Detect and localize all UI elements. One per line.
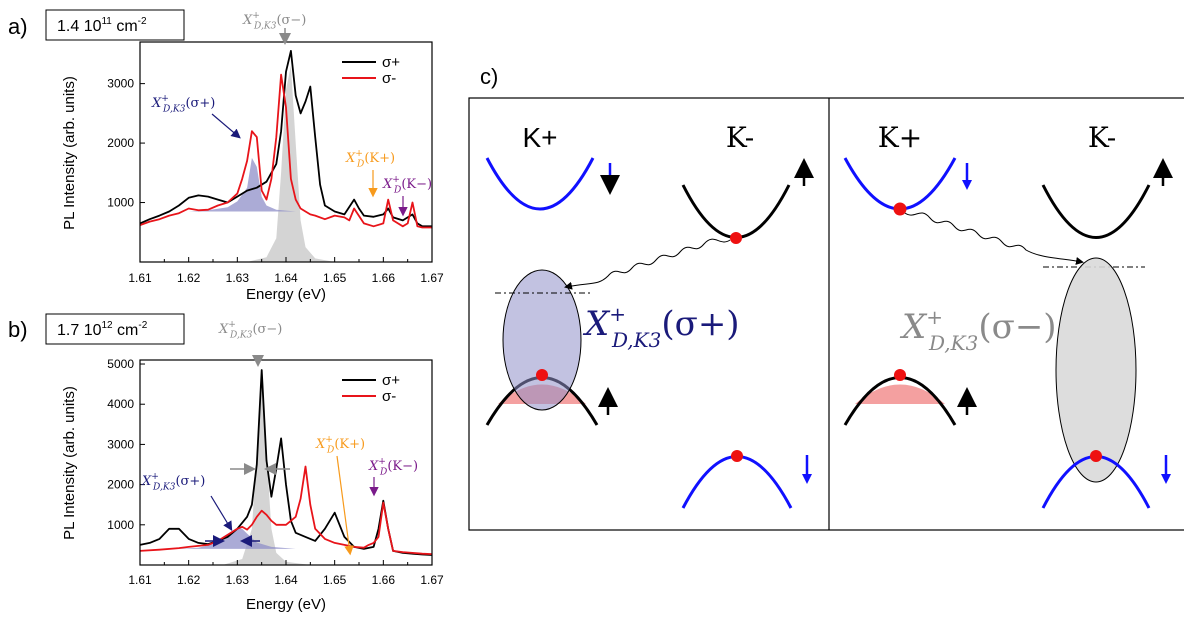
density-label-b: 1.7 1012 cm-2: [57, 320, 148, 339]
spin-down-arrowhead-2: [802, 474, 812, 484]
blue-peak-fill-1: [178, 527, 296, 549]
blue-peak-fill-0: [188, 157, 296, 212]
electron-dot-2: [536, 369, 548, 381]
density-label-a: 1.4 1011 cm-2: [57, 16, 147, 35]
y-tick-label: 4000: [107, 397, 134, 411]
gray-peak-fill-0: [247, 65, 335, 262]
panel-b: b) 1.7 1012 cm-2 1.61 1.62 1.63 1.64 1.65 1.6…: [8, 313, 444, 613]
valley-label-kplus-right: K+: [878, 121, 922, 154]
x-tick-label: 1.66: [372, 271, 396, 285]
x-tick-label: 1.64: [274, 573, 298, 587]
legend-label-1: σ-: [382, 388, 396, 405]
x-tick-label: 1.63: [226, 271, 250, 285]
y-tick-label: 3000: [107, 437, 134, 451]
density-box-b: [45, 313, 185, 345]
y-tick-label: 1000: [107, 196, 134, 210]
series-line-sigma-minus-1: [139, 465, 433, 555]
x-tick-label: 1.61: [128, 573, 152, 587]
x-tick-label: 1.62: [177, 271, 201, 285]
x-axis-label: Energy (eV): [246, 286, 326, 303]
x-tick-label: 1.61: [128, 271, 152, 285]
x-axis-label: Energy (eV): [246, 596, 326, 613]
electron-dot-5: [894, 369, 906, 381]
electron-dot-1: [730, 232, 742, 244]
legend-label-0: σ+: [382, 54, 400, 71]
series-line-sigma-minus-0: [139, 73, 432, 229]
conduction-band-kplus-right: [843, 157, 957, 211]
valence-band-kminus-left: [681, 455, 793, 509]
hole-fill-right: [855, 384, 945, 404]
trion-ellipse-right: [1055, 257, 1137, 483]
y-tick-label: 3000: [107, 77, 134, 91]
plot-area-b: 1.61 1.62 1.63 1.64 1.65 1.66 1.67 1000 2000 3000…: [61, 320, 444, 613]
arrow-left-b: [210, 495, 233, 532]
annotation-right2-a: X+ D(K−): [382, 175, 432, 195]
panel-b-label: b): [8, 317, 28, 342]
annotation-left-b: X+ D,K3(σ+): [141, 472, 205, 492]
panel-c-label: c): [480, 64, 498, 89]
phonon-wave-left: [564, 238, 731, 290]
y-axis-label: PL Intensity (arb. units): [61, 386, 78, 540]
x-tick-label: 1.67: [420, 573, 444, 587]
panel-a: a) 1.4 1011 cm-2 1.61 1.62 1.63 1.64 1.65 1.6…: [8, 9, 444, 303]
annotation-right1-a: X+ D(K+): [345, 149, 395, 169]
phonon-wave-right: [904, 212, 1084, 265]
spin-down-arrowhead-3: [962, 180, 972, 190]
valley-label-kminus-right: K-: [1088, 121, 1116, 154]
electron-dot-4: [893, 202, 907, 216]
panel-a-label: a): [8, 14, 28, 39]
trion-ellipse-left: [502, 269, 582, 411]
electron-dot-3: [731, 450, 743, 462]
annotation-left-a: X+ D,K3(σ+): [151, 94, 215, 114]
annotation-top-b: X+ D,K3(σ−): [218, 320, 282, 340]
y-tick-label: 5000: [107, 357, 134, 371]
trion-label-left: X+ D,K3(σ+): [582, 302, 740, 352]
x-tick-label: 1.65: [323, 271, 347, 285]
legend-label-1: σ-: [382, 70, 396, 87]
density-box-a: [45, 9, 185, 41]
electron-dot-6: [1090, 450, 1102, 462]
trion-label-right: X+ D,K3(σ−): [899, 305, 1057, 355]
x-tick-label: 1.66: [372, 573, 396, 587]
y-axis-label: PL Intensity (arb. units): [61, 76, 78, 230]
plot-area-a: 1.61 1.62 1.63 1.64 1.65 1.66 1.67 1000 2000 3000…: [61, 11, 444, 303]
x-tick-label: 1.63: [226, 573, 250, 587]
arrow-left-a: [211, 113, 241, 139]
y-tick-label: 1000: [107, 518, 134, 532]
spin-down-arrowhead-4: [1161, 474, 1171, 484]
annotation-top-a: X+ D,K3(σ−): [242, 11, 306, 31]
valley-label-kminus-left: K-: [726, 121, 754, 154]
x-tick-label: 1.62: [177, 573, 201, 587]
x-tick-label: 1.64: [274, 271, 298, 285]
y-tick-label: 2000: [107, 136, 134, 150]
x-tick-label: 1.65: [323, 573, 347, 587]
annotation-right2-b: X+ D(K−): [368, 457, 418, 477]
arrow-right1-b: [336, 455, 354, 556]
conduction-band-kplus-left: [485, 157, 595, 211]
conduction-band-kminus-left: [681, 184, 791, 239]
y-tick-label: 2000: [107, 478, 134, 492]
conduction-band-kminus-right: [1041, 184, 1151, 239]
x-tick-label: 1.67: [420, 271, 444, 285]
panel-c-diagram: c) K+ K- K+ K- X+ D,K3(σ+): [468, 64, 1184, 531]
valley-label-kplus-left: K+: [522, 122, 557, 153]
legend-label-0: σ+: [382, 372, 400, 389]
annotation-right1-b: X+ D(K+): [315, 435, 365, 455]
